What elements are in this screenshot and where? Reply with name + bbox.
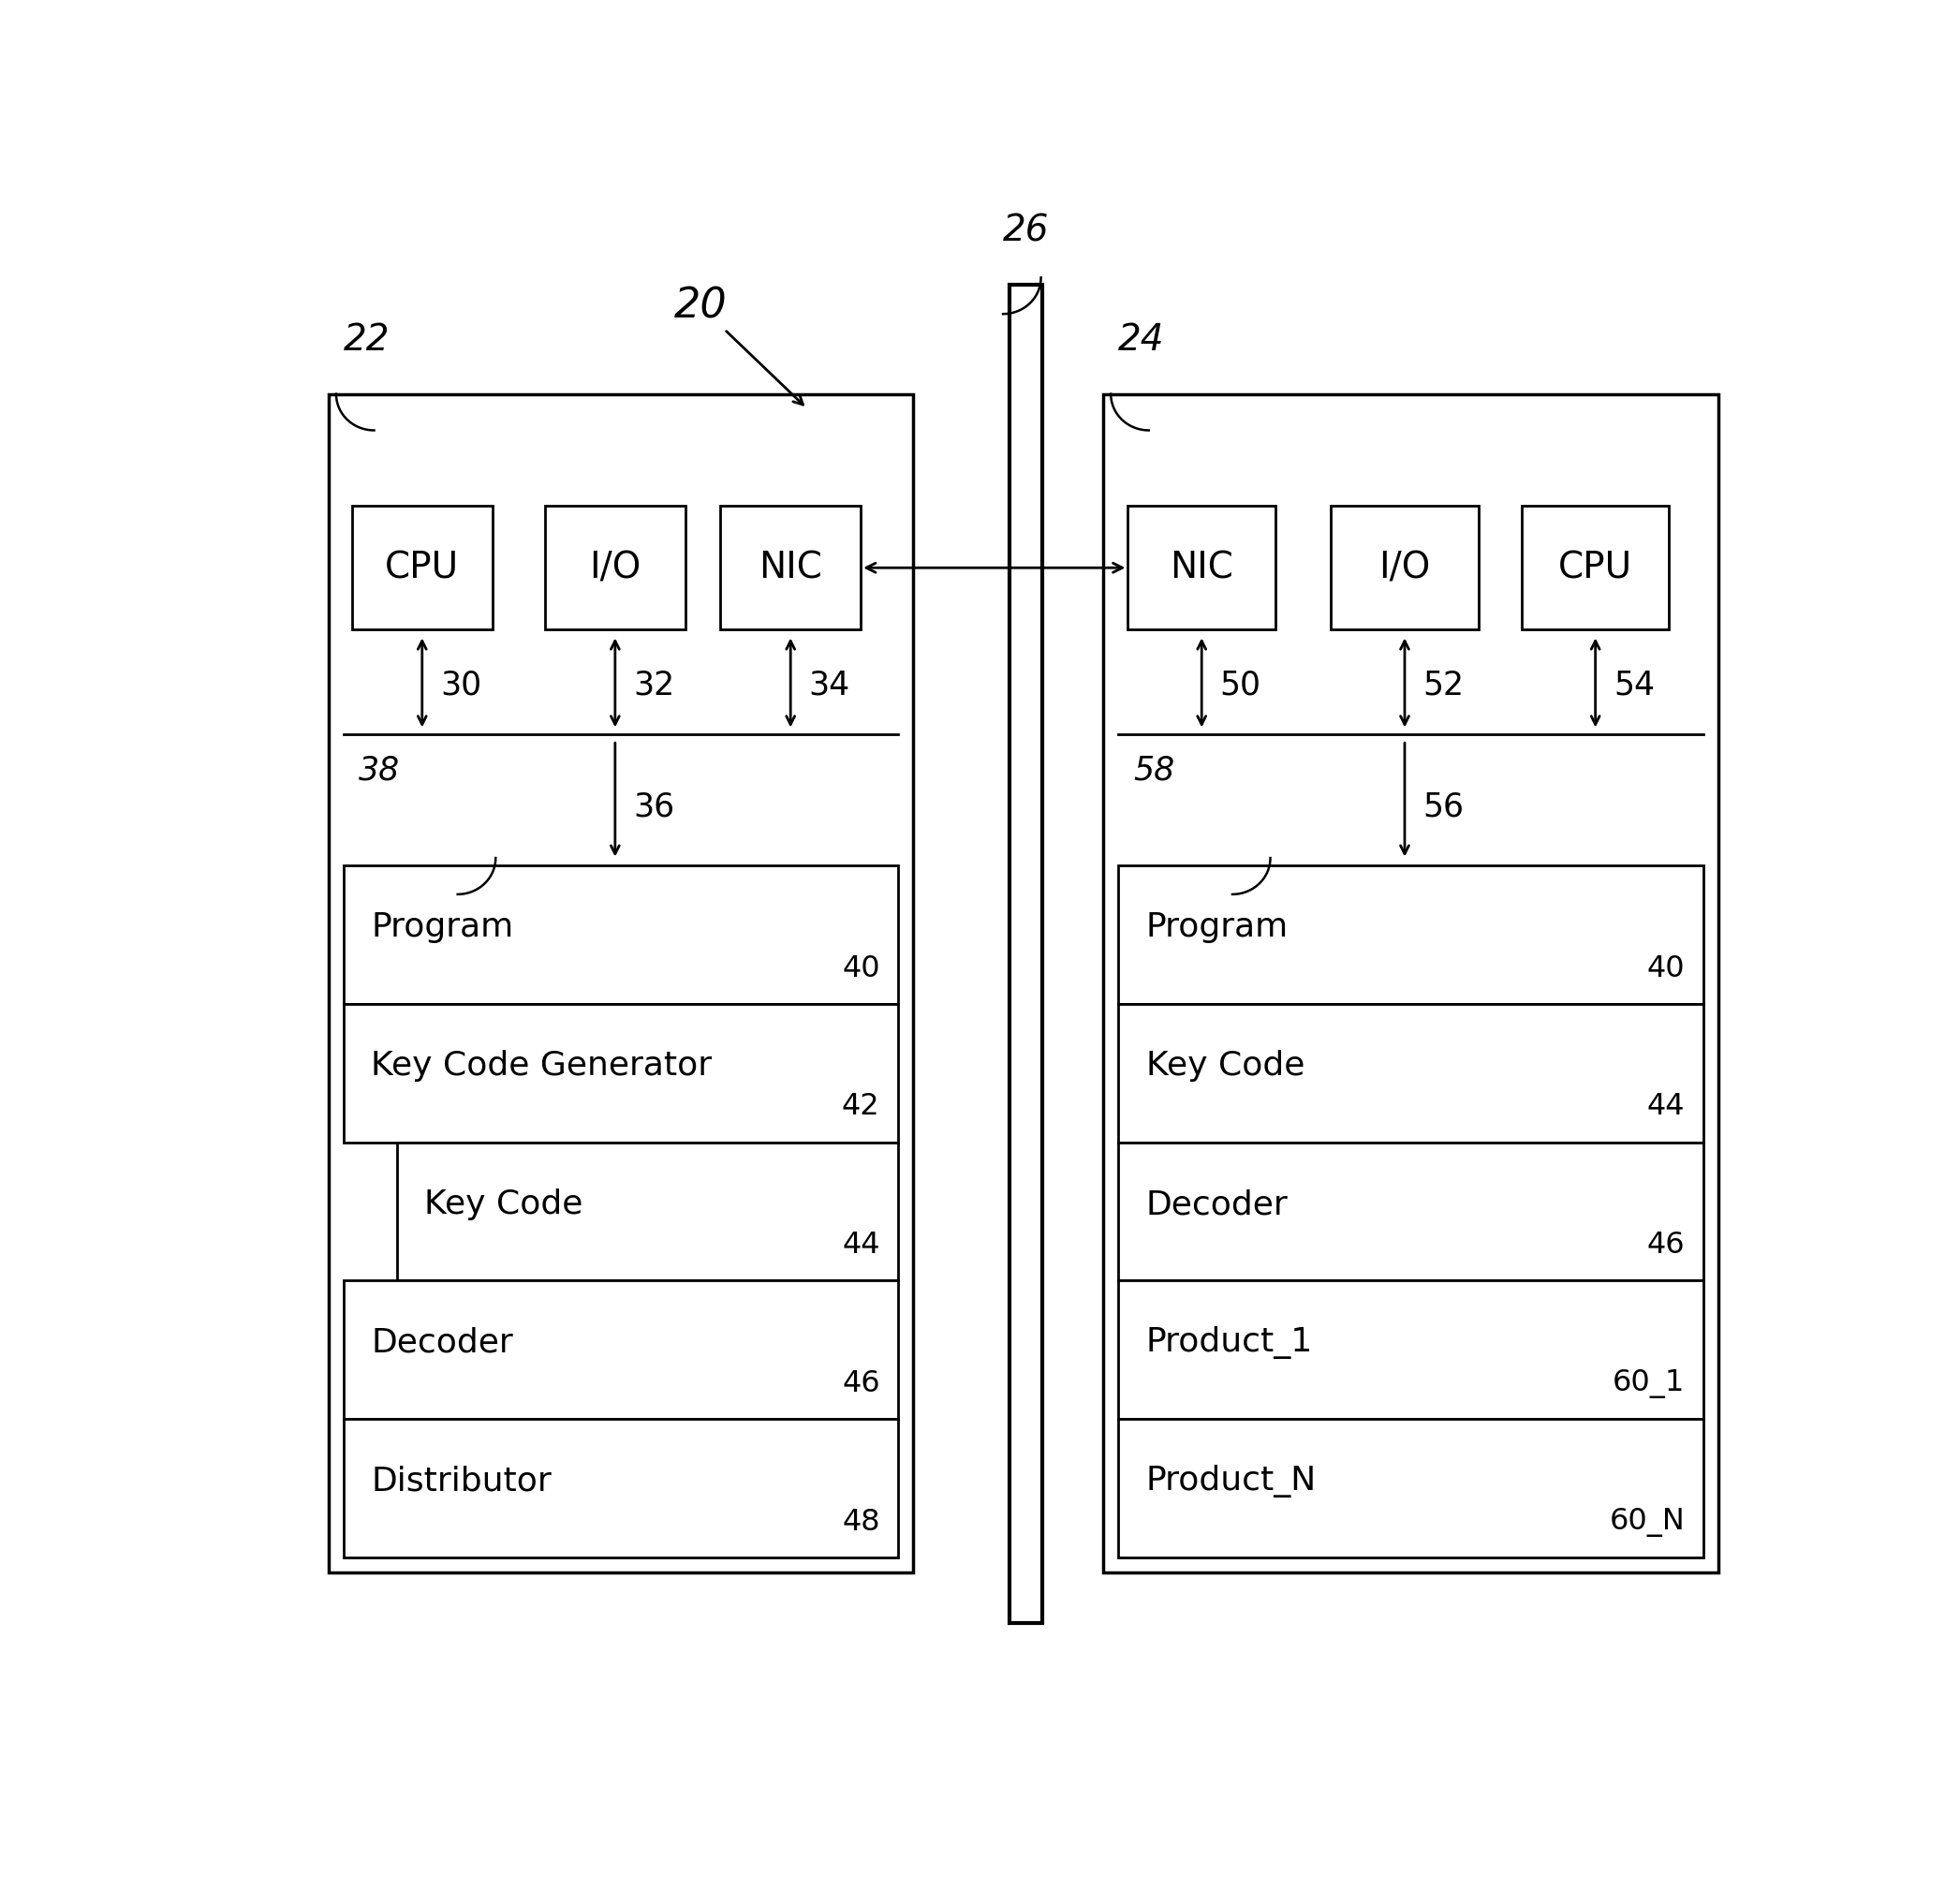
Bar: [1119, 1143, 1703, 1281]
Text: 44: 44: [843, 1232, 880, 1260]
Text: Key Code Generator: Key Code Generator: [370, 1050, 711, 1082]
Text: 42: 42: [841, 1092, 880, 1122]
Text: Decoder: Decoder: [1147, 1188, 1288, 1220]
Bar: [1127, 506, 1276, 629]
Text: 20: 20: [674, 287, 804, 404]
Text: I/O: I/O: [590, 550, 641, 586]
Text: Key Code: Key Code: [423, 1188, 582, 1220]
Bar: [1009, 285, 1043, 1623]
Text: 22: 22: [343, 321, 390, 357]
Text: 54: 54: [1613, 669, 1654, 701]
Text: Decoder: Decoder: [370, 1328, 514, 1358]
Bar: [1331, 506, 1478, 629]
Bar: [1119, 865, 1703, 1003]
Text: NIC: NIC: [1170, 550, 1233, 586]
Text: Program: Program: [1147, 912, 1288, 943]
Text: 34: 34: [809, 669, 851, 701]
Bar: [1119, 1003, 1703, 1143]
Text: 50: 50: [1219, 669, 1260, 701]
Text: 38: 38: [359, 756, 400, 786]
Text: 52: 52: [1423, 669, 1464, 701]
Text: 48: 48: [843, 1507, 880, 1538]
Text: I/O: I/O: [1378, 550, 1431, 586]
Text: 40: 40: [843, 954, 880, 982]
Bar: [545, 506, 686, 629]
Text: CPU: CPU: [384, 550, 459, 586]
Bar: [1119, 1281, 1703, 1419]
Text: Product_N: Product_N: [1147, 1466, 1317, 1498]
Bar: [1103, 395, 1719, 1572]
Bar: [396, 1143, 898, 1281]
Text: Distributor: Distributor: [370, 1466, 551, 1498]
Bar: [343, 1281, 898, 1419]
Bar: [1119, 1419, 1703, 1558]
Text: 60_N: 60_N: [1609, 1507, 1686, 1538]
Text: CPU: CPU: [1558, 550, 1633, 586]
Bar: [343, 865, 898, 1003]
Text: 30: 30: [441, 669, 482, 701]
Text: 24: 24: [1119, 321, 1164, 357]
Text: 32: 32: [633, 669, 674, 701]
Text: 56: 56: [1423, 791, 1464, 824]
Text: 46: 46: [1646, 1232, 1686, 1260]
Text: 44: 44: [1646, 1092, 1686, 1122]
Text: NIC: NIC: [759, 550, 823, 586]
Text: 60_1: 60_1: [1613, 1370, 1686, 1398]
Bar: [1521, 506, 1670, 629]
Text: Program: Program: [370, 912, 514, 943]
Bar: [721, 506, 860, 629]
Bar: [343, 1003, 898, 1143]
Text: 46: 46: [843, 1370, 880, 1398]
Text: 26: 26: [1004, 213, 1049, 249]
Text: Key Code: Key Code: [1147, 1050, 1303, 1082]
Bar: [343, 1419, 898, 1558]
Text: 40: 40: [1646, 954, 1686, 982]
Bar: [353, 506, 492, 629]
Text: 36: 36: [633, 791, 674, 824]
Text: Product_1: Product_1: [1147, 1326, 1313, 1360]
Bar: [329, 395, 913, 1572]
Text: 58: 58: [1133, 756, 1176, 786]
